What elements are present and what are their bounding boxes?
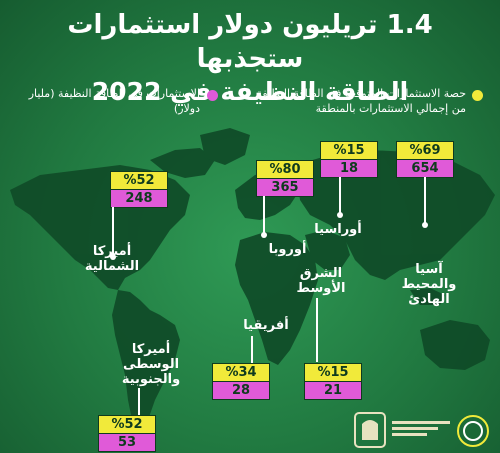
- connector-line: [424, 177, 426, 225]
- investment-legend-dot: [207, 90, 218, 101]
- region-box-eurasia: %15 18: [320, 141, 378, 178]
- share-legend-text: حصة الاستثمارات المتوقعة في الطاقة النظي…: [256, 87, 466, 115]
- region-label-europe: أوروبا: [268, 242, 307, 257]
- title-line-1: 1.4 تريليون دولار استثمارات ستجذبها: [67, 10, 433, 74]
- iso-logo: [457, 415, 489, 447]
- investment-value: 248: [110, 190, 168, 208]
- connector-line: [138, 388, 140, 415]
- share-value: %52: [98, 415, 156, 434]
- connector-line: [263, 196, 265, 236]
- investment-value: 18: [320, 160, 378, 178]
- connector-line: [251, 336, 253, 363]
- investment-value: 53: [98, 434, 156, 452]
- region-label-north-america: أميركا الشمالية: [84, 244, 140, 274]
- share-value: %52: [110, 171, 168, 190]
- location-marker: [261, 232, 267, 238]
- share-value: %69: [396, 141, 454, 160]
- investment-value: 21: [304, 382, 362, 400]
- region-label-south-america: أميركا الوسطى والجنوبية: [121, 342, 181, 387]
- region-label-middle-east: الشرق الأوسط: [296, 266, 346, 296]
- title-line-2: الطاقة النظيفة في 2022: [91, 77, 409, 106]
- connector-line: [316, 298, 318, 362]
- region-box-europe: %80 365: [256, 160, 314, 197]
- share-value: %34: [212, 363, 270, 382]
- share-value: %80: [256, 160, 314, 179]
- location-marker: [337, 212, 343, 218]
- region-box-africa: %34 28: [212, 363, 270, 400]
- region-box-middle-east: %15 21: [304, 363, 362, 400]
- location-marker: [422, 222, 428, 228]
- investment-value: 365: [256, 179, 314, 197]
- region-label-africa: أفريقيا: [243, 318, 289, 333]
- investment-value: 28: [212, 382, 270, 400]
- connector-line: [112, 207, 114, 257]
- investment-value: 654: [396, 160, 454, 178]
- emblem-logo: [354, 412, 386, 448]
- share-value: %15: [304, 363, 362, 382]
- location-marker: [110, 254, 116, 260]
- region-label-eurasia: أوراسيا: [314, 222, 362, 237]
- region-box-asia-pacific: %69 654: [396, 141, 454, 178]
- share-legend-dot: [472, 90, 483, 101]
- organization-logo-text: [392, 418, 450, 444]
- region-box-north-america: %52 248: [110, 171, 168, 208]
- share-value: %15: [320, 141, 378, 160]
- region-label-asia-pacific: آسيا والمحيط الهادئ: [401, 262, 457, 307]
- region-box-south-america: %52 53: [98, 415, 156, 452]
- connector-line: [339, 177, 341, 217]
- page-title: 1.4 تريليون دولار استثمارات ستجذبها الطا…: [10, 8, 490, 108]
- investment-legend-text: الاستثمارات في الطاقة النظيفة (مليار دول…: [28, 87, 200, 115]
